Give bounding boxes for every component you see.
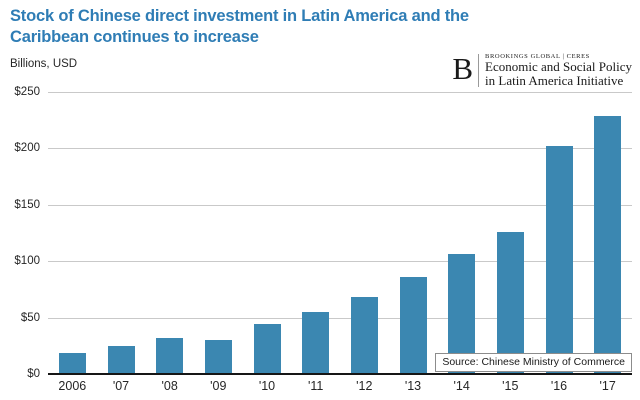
bar-09 bbox=[204, 340, 232, 374]
y-tick-label-0: $0 bbox=[27, 368, 40, 380]
chart-title-line1: Stock of Chinese direct investment in La… bbox=[10, 7, 469, 25]
x-tick-label-14: '14 bbox=[453, 379, 470, 393]
bar-2006 bbox=[58, 352, 86, 374]
plot-area bbox=[48, 92, 632, 375]
x-tick-label-13: '13 bbox=[404, 379, 422, 393]
x-axis-line bbox=[48, 373, 632, 375]
bar-10 bbox=[253, 324, 281, 374]
bar-12 bbox=[350, 297, 378, 374]
logo-line2: in Latin America Initiative bbox=[485, 73, 624, 89]
chart-title: Stock of Chinese direct investment in La… bbox=[10, 6, 630, 48]
bar-17 bbox=[594, 115, 622, 374]
x-tick-label-09: '09 bbox=[210, 379, 227, 393]
gridline-250 bbox=[48, 92, 632, 93]
bar-08 bbox=[156, 337, 184, 374]
chart-title-line2: Caribbean continues to increase bbox=[10, 28, 259, 47]
x-tick-label-11: '11 bbox=[307, 379, 324, 393]
logo-divider bbox=[478, 54, 480, 87]
bar-07 bbox=[107, 345, 135, 374]
y-tick-label-100: $100 bbox=[14, 255, 40, 268]
bar-16 bbox=[545, 146, 573, 374]
bar-13 bbox=[399, 277, 427, 374]
y-tick-label-50: $50 bbox=[20, 311, 40, 324]
brookings-logo: B BROOKINGS GLOBAL | CERES Economic and … bbox=[452, 52, 632, 89]
x-tick-label-2006: 2006 bbox=[58, 379, 87, 393]
x-tick-label-12: '12 bbox=[356, 379, 373, 393]
y-tick-label-150: $150 bbox=[14, 198, 40, 211]
x-tick-label-16: '16 bbox=[550, 379, 568, 393]
y-axis-units-label: Billions, USD bbox=[10, 58, 78, 70]
logo-text: BROOKINGS GLOBAL | CERES Economic and So… bbox=[485, 52, 632, 89]
bar-15 bbox=[496, 231, 524, 374]
x-tick-label-10: '10 bbox=[258, 379, 276, 393]
gridline-200 bbox=[48, 148, 632, 150]
y-tick-label-250: $250 bbox=[14, 86, 40, 98]
y-tick-label-200: $200 bbox=[14, 142, 40, 155]
x-tick-label-17: '17 bbox=[599, 379, 616, 393]
x-tick-label-15: '15 bbox=[502, 379, 519, 393]
gridline-50 bbox=[48, 317, 632, 319]
gridline-100 bbox=[48, 261, 632, 263]
logo-eyebrow: BROOKINGS GLOBAL | CERES bbox=[485, 53, 590, 60]
bar-11 bbox=[302, 311, 330, 374]
source-note: Source: Chinese Ministry of Commerce bbox=[435, 353, 632, 372]
gridline-150 bbox=[48, 204, 632, 206]
x-tick-label-07: '07 bbox=[112, 379, 130, 393]
logo-line1: Economic and Social Policy bbox=[485, 59, 632, 74]
brookings-logo-b-icon: B bbox=[452, 51, 474, 86]
x-tick-label-08: '08 bbox=[161, 379, 178, 393]
